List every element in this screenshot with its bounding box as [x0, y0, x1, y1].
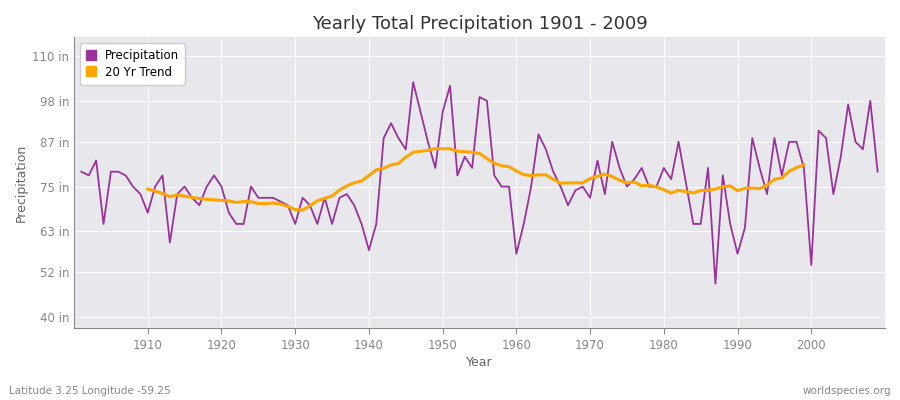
- Precipitation: [872, 169, 883, 174]
- Precipitation: [76, 169, 86, 174]
- Line: Precipitation: Precipitation: [81, 82, 878, 284]
- Precipitation: [135, 192, 146, 196]
- Legend: Precipitation, 20 Yr Trend: Precipitation, 20 Yr Trend: [80, 43, 184, 84]
- Line: 20 Yr Trend: 20 Yr Trend: [148, 148, 804, 210]
- 20 Yr Trend: [142, 187, 153, 192]
- 20 Yr Trend: [798, 162, 809, 167]
- Y-axis label: Precipitation: Precipitation: [15, 144, 28, 222]
- Text: Latitude 3.25 Longitude -59.25: Latitude 3.25 Longitude -59.25: [9, 386, 171, 396]
- 20 Yr Trend: [230, 200, 241, 205]
- Precipitation: [518, 222, 529, 226]
- Precipitation: [408, 80, 418, 84]
- 20 Yr Trend: [349, 180, 360, 185]
- 20 Yr Trend: [430, 146, 441, 151]
- Text: worldspecies.org: worldspecies.org: [803, 386, 891, 396]
- Precipitation: [710, 281, 721, 286]
- Precipitation: [341, 192, 352, 196]
- 20 Yr Trend: [297, 208, 308, 212]
- 20 Yr Trend: [614, 178, 625, 183]
- 20 Yr Trend: [717, 184, 728, 189]
- X-axis label: Year: Year: [466, 356, 493, 369]
- Title: Yearly Total Precipitation 1901 - 2009: Yearly Total Precipitation 1901 - 2009: [311, 15, 647, 33]
- 20 Yr Trend: [703, 188, 714, 193]
- Precipitation: [511, 251, 522, 256]
- Precipitation: [607, 140, 617, 144]
- 20 Yr Trend: [784, 169, 795, 174]
- Precipitation: [297, 196, 308, 200]
